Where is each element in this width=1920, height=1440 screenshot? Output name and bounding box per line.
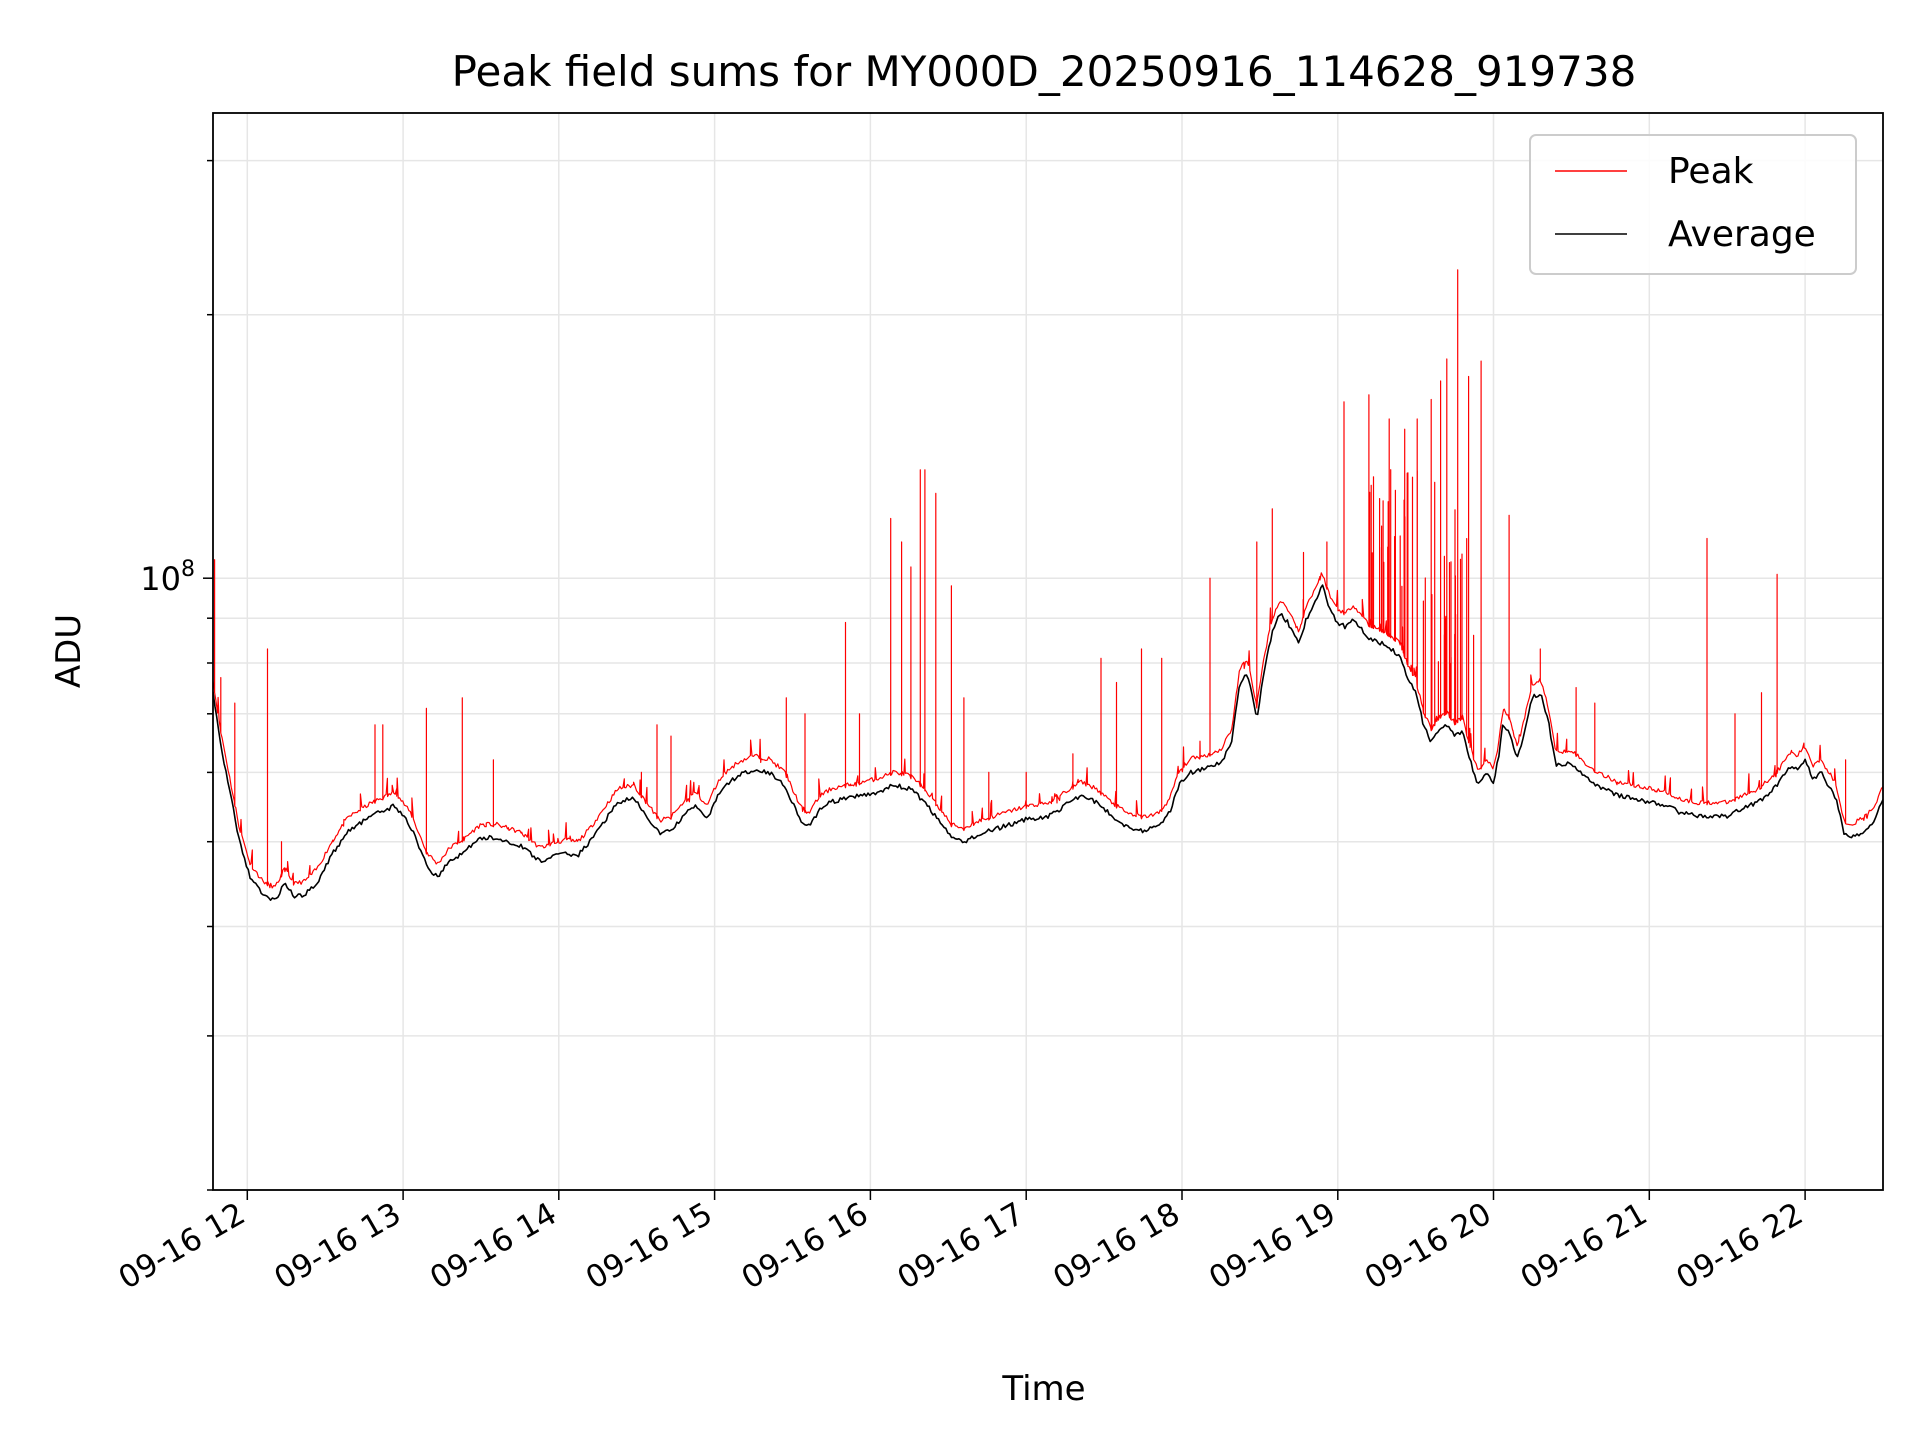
series-area	[213, 269, 1883, 901]
legend-label-peak: Peak	[1668, 151, 1754, 192]
peak-series-line	[213, 269, 1883, 889]
x-axis-label: Time	[1001, 1369, 1085, 1409]
y-tick-label: 108	[140, 557, 195, 598]
legend-label-average: Average	[1668, 214, 1816, 255]
average-series-line	[213, 584, 1883, 901]
legend-box	[1529, 134, 1857, 275]
plot-frame	[212, 112, 1884, 1191]
grid	[213, 113, 1883, 1191]
chart-title: Peak field sums for MY000D_20250916_1146…	[452, 47, 1637, 96]
legend: Peak Average	[1529, 134, 1857, 275]
y-axis-label: ADU	[49, 614, 89, 688]
